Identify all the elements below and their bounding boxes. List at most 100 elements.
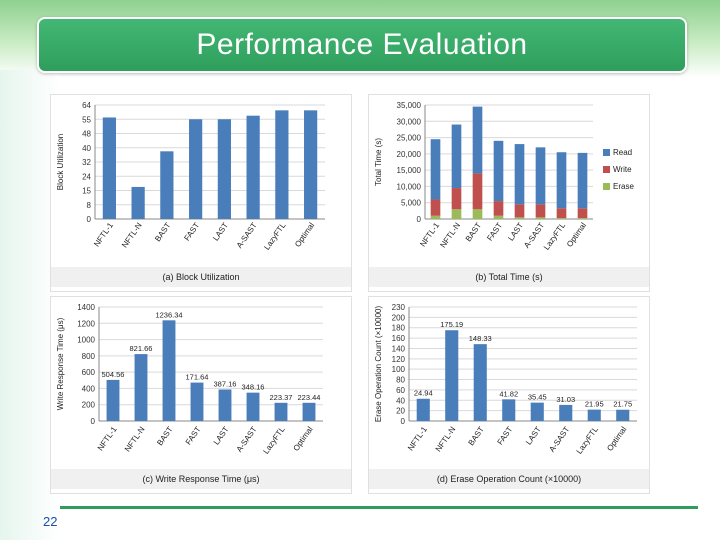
category-label: LazyFTL — [262, 221, 288, 252]
caption-background — [51, 267, 351, 287]
bar-write — [556, 208, 567, 219]
y-tick-label: 24 — [82, 172, 91, 181]
data-label: 387.16 — [214, 379, 237, 388]
y-tick-label: 100 — [392, 365, 406, 374]
bar-read — [514, 144, 525, 205]
data-label: 223.44 — [298, 393, 321, 402]
data-label: 24.94 — [414, 389, 433, 398]
data-label: 148.33 — [469, 334, 492, 343]
bar — [502, 399, 516, 421]
y-tick-label: 180 — [392, 324, 406, 333]
bar — [190, 382, 204, 421]
y-tick-label: 15 — [82, 187, 91, 196]
data-label: 348.16 — [242, 383, 265, 392]
legend-swatch-erase — [603, 183, 610, 190]
bar — [559, 404, 573, 421]
bar — [189, 119, 203, 219]
legend-swatch-read — [603, 149, 610, 156]
legend-label: Write — [613, 165, 632, 174]
chart-caption: (b) Total Time (s) — [475, 272, 542, 282]
chart-panel-block-utilization: 0 8 15 24 32 40 48 55 64 Block Utilization NFTL-1 N… — [50, 94, 352, 292]
bar-write — [472, 173, 483, 210]
bar-read — [535, 147, 546, 205]
bar-read — [556, 152, 567, 209]
y-axis-label: Total Time (s) — [374, 138, 383, 186]
category-label: LAST — [211, 221, 230, 243]
data-label: 41.82 — [499, 389, 518, 398]
bar-erase — [493, 215, 504, 219]
category-label: LazyFTL — [575, 425, 601, 456]
data-label: 821.66 — [130, 344, 153, 353]
category-label: LAST — [506, 221, 525, 243]
y-tick-label: 0 — [417, 215, 422, 224]
bar — [302, 402, 316, 421]
y-tick-label: 20 — [396, 407, 405, 416]
bar — [246, 392, 260, 421]
bar-write — [535, 204, 546, 218]
y-tick-label: 1000 — [77, 336, 95, 345]
data-label: 1236.34 — [155, 310, 182, 319]
chart-caption: (a) Block Utilization — [162, 272, 239, 282]
y-tick-label: 200 — [82, 401, 96, 410]
y-tick-label: 60 — [396, 386, 405, 395]
y-tick-label: 64 — [82, 101, 91, 110]
bar — [160, 151, 174, 219]
bar-write — [514, 204, 525, 218]
y-tick-label: 200 — [392, 313, 406, 322]
y-tick-label: 10,000 — [397, 182, 422, 191]
y-tick-label: 1200 — [77, 319, 95, 328]
legend-label: Read — [613, 148, 632, 157]
y-tick-label: 30,000 — [397, 117, 422, 126]
y-tick-label: 230 — [392, 303, 406, 312]
data-label: 223.37 — [270, 393, 293, 402]
bar — [218, 389, 232, 421]
chart-block-utilization: 0 8 15 24 32 40 48 55 64 Block Utilization NFTL-1 N… — [51, 101, 351, 287]
y-tick-label: 160 — [392, 334, 406, 343]
bar — [274, 402, 288, 421]
bar — [616, 409, 630, 421]
category-label: LazyFTL — [261, 425, 287, 456]
bar-write — [451, 188, 462, 210]
bar — [473, 344, 487, 421]
chart-caption: (c) Write Response Time (μs) — [142, 474, 259, 484]
bar-write — [493, 201, 504, 216]
chart-panel-total-time: 0 5,000 10,000 15,000 20,000 25,000 30,000 35,0… — [368, 94, 650, 292]
category-label: LazyFTL — [542, 221, 568, 252]
data-label: 31.03 — [556, 395, 575, 404]
bar — [587, 409, 601, 421]
category-label: FAST — [182, 221, 201, 243]
y-tick-label: 0 — [87, 215, 92, 224]
bar — [102, 117, 116, 219]
y-tick-label: 32 — [82, 158, 91, 167]
category-label: NFTL-N — [120, 221, 144, 250]
category-label: BAST — [464, 221, 483, 243]
y-tick-label: 15,000 — [397, 166, 422, 175]
category-label: NFTL-N — [434, 425, 458, 454]
y-tick-label: 600 — [82, 368, 96, 377]
bar — [275, 110, 289, 219]
bar — [530, 402, 544, 421]
y-axis-label: Erase Operation Count (×10000) — [374, 306, 383, 423]
caption-background — [369, 267, 649, 287]
bar-erase — [556, 218, 567, 219]
bar — [246, 115, 260, 219]
caption-background — [369, 469, 649, 489]
category-label: Optimal — [565, 221, 588, 249]
data-label: 21.75 — [613, 400, 632, 409]
bar-read — [472, 106, 483, 174]
category-label: FAST — [184, 425, 203, 447]
chart-caption: (d) Erase Operation Count (×10000) — [437, 474, 581, 484]
category-label: NFTL-1 — [92, 221, 115, 249]
data-label: 504.56 — [102, 370, 125, 379]
data-label: 35.45 — [528, 393, 547, 402]
y-tick-label: 5,000 — [401, 199, 422, 208]
y-tick-label: 400 — [82, 384, 96, 393]
legend-swatch-write — [603, 166, 610, 173]
data-label: 21.95 — [585, 400, 604, 409]
category-label: FAST — [485, 221, 504, 243]
y-tick-label: 0 — [401, 417, 406, 426]
chart-panel-write-response: 0 200 400 600 800 1000 1200 1400 Write Response … — [50, 296, 352, 494]
title-bar: Performance Evaluation — [37, 17, 687, 73]
bar-erase — [451, 209, 462, 219]
